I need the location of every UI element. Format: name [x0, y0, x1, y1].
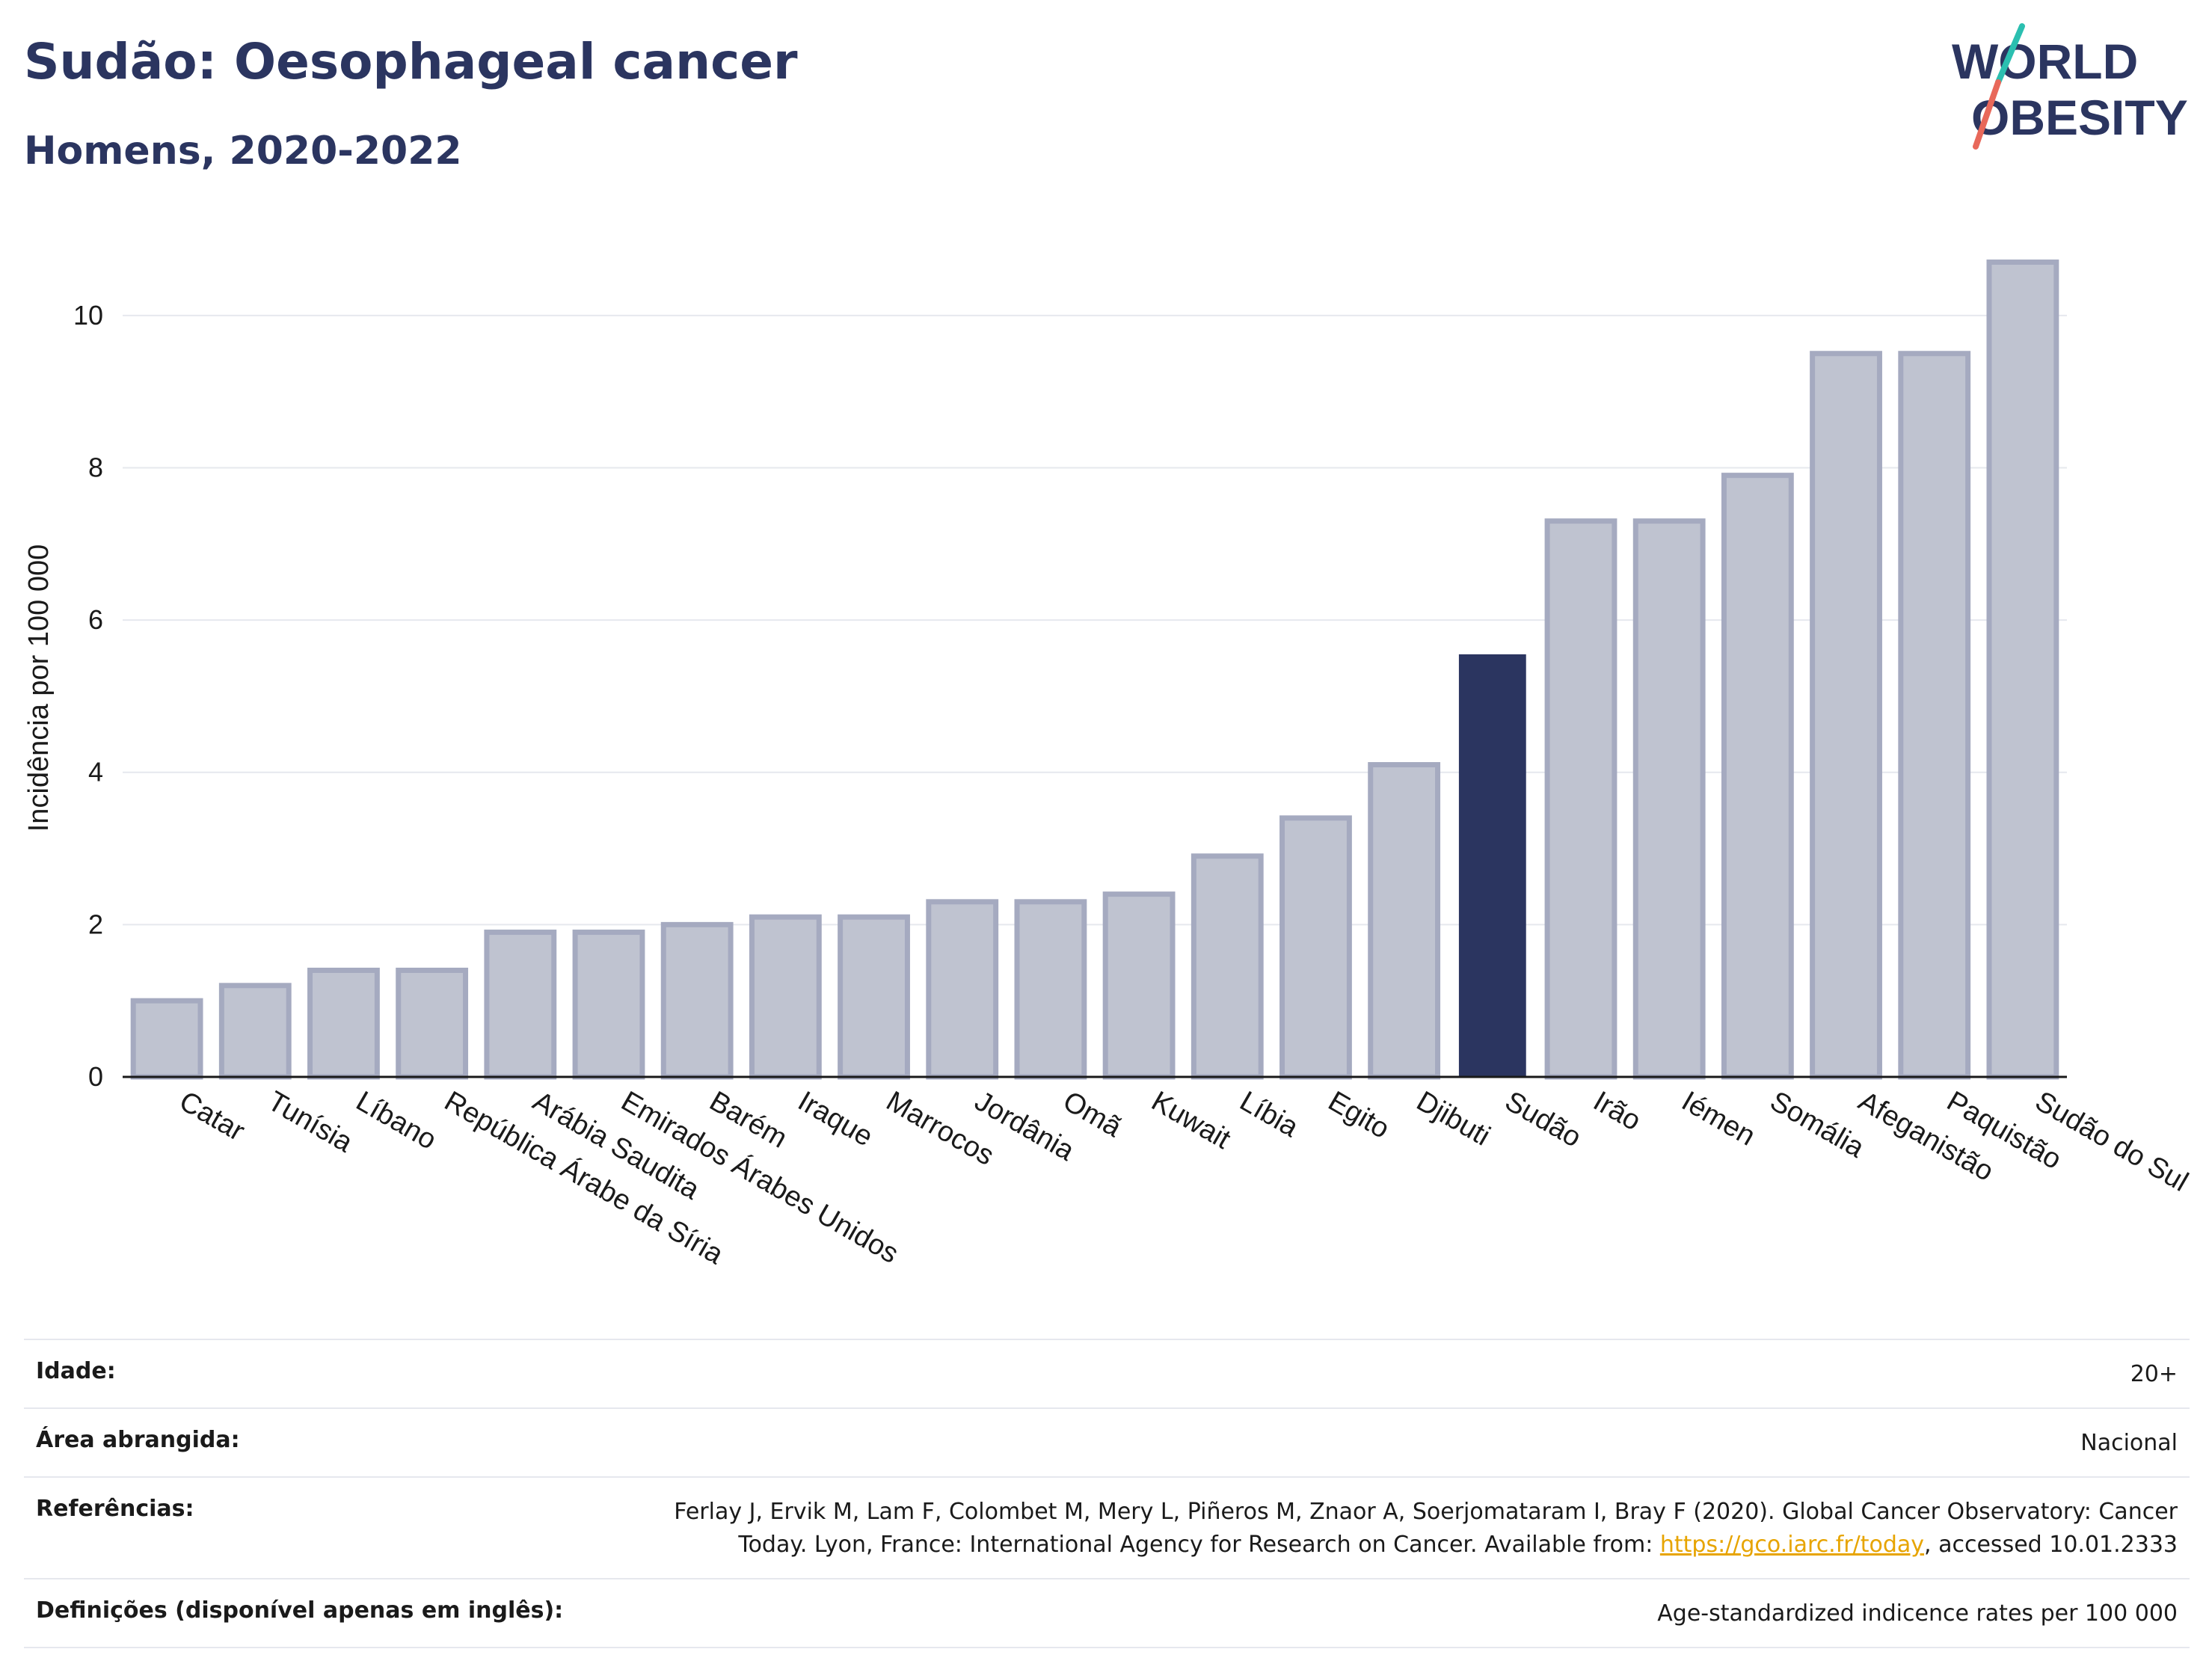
logo-slash-top — [1995, 23, 2025, 85]
bar[interactable] — [1721, 473, 1794, 1080]
bar[interactable] — [1898, 351, 1971, 1080]
info-row-references: Referências: Ferlay J, Ervik M, Lam F, C… — [24, 1477, 2190, 1579]
reference-accessed: , accessed 10.01.2333 — [1924, 1532, 2178, 1558]
info-label-references: Referências: — [36, 1496, 194, 1522]
y-tick-label: 2 — [88, 909, 103, 939]
y-tick-label: 8 — [88, 452, 103, 482]
bar[interactable] — [1810, 351, 1882, 1080]
y-axis-label: Incidência por 100 000 — [23, 544, 55, 832]
bar[interactable] — [572, 930, 645, 1080]
bar[interactable] — [1102, 891, 1176, 1080]
x-tick-label: Iraque — [793, 1085, 878, 1152]
x-tick-label: Egito — [1323, 1085, 1395, 1145]
reference-text-line1: Ferlay J, Ervik M, Lam F, Colombet M, Me… — [674, 1499, 2178, 1525]
bar[interactable] — [660, 921, 734, 1080]
bar[interactable] — [218, 983, 292, 1080]
info-label-area: Área abrangida: — [36, 1427, 240, 1453]
y-tick-label: 4 — [88, 757, 103, 787]
x-tick-label: Catar — [174, 1085, 251, 1147]
x-tick-label: Tunísia — [262, 1085, 358, 1158]
bar[interactable] — [1014, 899, 1087, 1080]
info-table: Idade: 20+ Área abrangida: Nacional Refe… — [24, 1339, 2190, 1648]
info-value-age: 20+ — [2130, 1361, 2178, 1387]
x-tick-label: Sudão — [1499, 1085, 1586, 1153]
bar[interactable] — [838, 914, 910, 1080]
x-tick-label: Líbano — [351, 1085, 442, 1155]
bar[interactable] — [1191, 853, 1264, 1080]
x-tick-label: Líbia — [1235, 1085, 1304, 1143]
x-tick-label: Irão — [1588, 1085, 1647, 1137]
info-row-age: Idade: 20+ — [24, 1339, 2190, 1408]
x-tick-label: Kuwait — [1146, 1085, 1236, 1155]
logo-text-world: WORLD — [1952, 34, 2138, 89]
info-row-area: Área abrangida: Nacional — [24, 1408, 2190, 1477]
bar[interactable] — [130, 998, 203, 1080]
info-label-age: Idade: — [36, 1358, 116, 1384]
bars — [130, 260, 2059, 1080]
info-value-area: Nacional — [2080, 1430, 2178, 1456]
y-tick-label: 10 — [73, 300, 103, 331]
logo-slash-bottom — [1973, 79, 2001, 150]
reference-text-line2: Today. Lyon, France: International Agenc… — [738, 1532, 1660, 1558]
x-tick-label: Iémen — [1677, 1085, 1760, 1152]
page-subtitle: Homens, 2020-2022 — [24, 129, 462, 174]
world-obesity-logo[interactable]: WORLD OBESITY — [1952, 22, 2199, 157]
x-tick-label: Djibuti — [1411, 1085, 1495, 1152]
bar-highlighted[interactable] — [1458, 654, 1526, 1077]
bar[interactable] — [396, 967, 469, 1080]
bar[interactable] — [749, 914, 822, 1080]
grid-lines — [123, 314, 2067, 926]
bar[interactable] — [307, 967, 380, 1080]
bar[interactable] — [1279, 815, 1352, 1080]
logo-text-obesity: OBESITY — [1971, 90, 2188, 145]
bar[interactable] — [1368, 762, 1441, 1080]
bar[interactable] — [484, 930, 557, 1080]
bar[interactable] — [926, 899, 999, 1080]
y-tick-label: 0 — [88, 1061, 103, 1092]
bar[interactable] — [1544, 518, 1617, 1080]
bar[interactable] — [1986, 260, 2059, 1080]
bar[interactable] — [1632, 518, 1706, 1080]
x-tick-label: Somália — [1765, 1085, 1870, 1164]
info-label-definitions: Definições (disponível apenas em inglês)… — [36, 1597, 564, 1624]
reference-link[interactable]: https://gco.iarc.fr/today — [1659, 1532, 1925, 1558]
page-title: Sudão: Oesophageal cancer — [24, 33, 798, 90]
y-tick-label: 6 — [88, 604, 103, 635]
info-row-definitions: Definições (disponível apenas em inglês)… — [24, 1579, 2190, 1648]
info-value-definitions: Age-standardized indicence rates per 100… — [1657, 1600, 2178, 1627]
info-value-references: Ferlay J, Ervik M, Lam F, Colombet M, Me… — [598, 1477, 2190, 1579]
